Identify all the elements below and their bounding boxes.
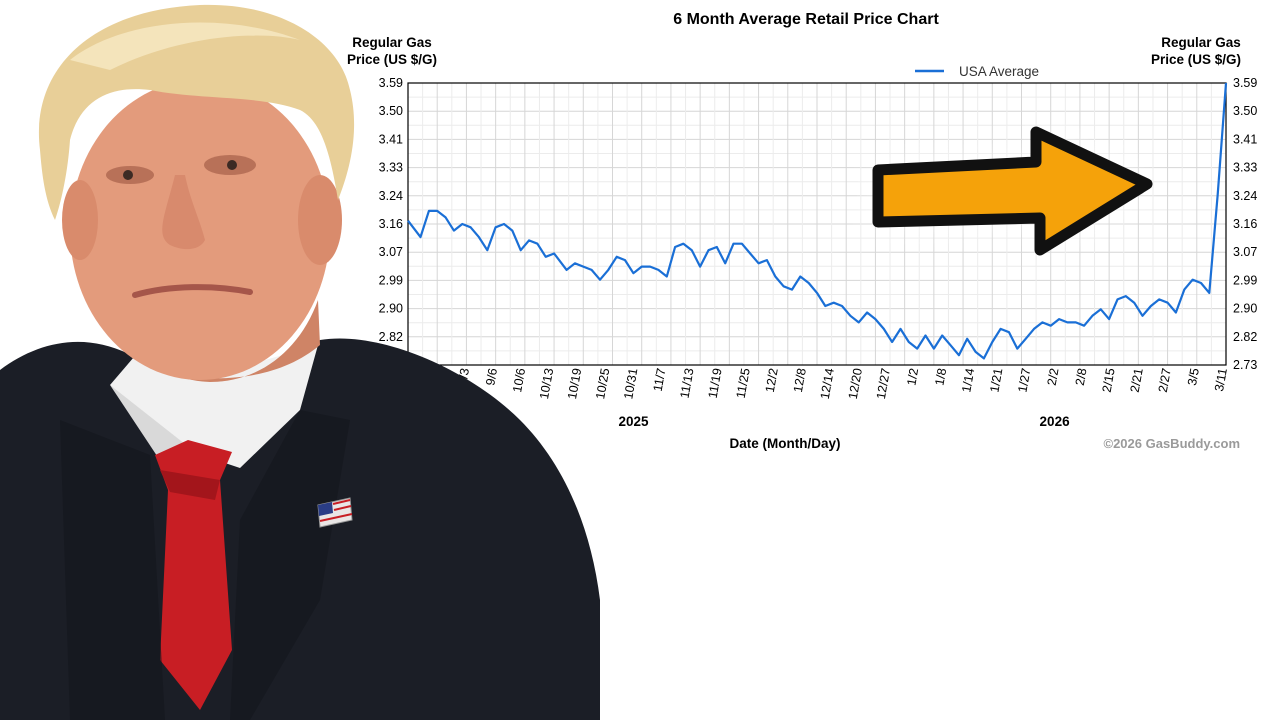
- y-tick-label-left: 3.16: [379, 217, 403, 231]
- y-tick-label-left: 3.07: [379, 245, 403, 259]
- x-tick-label: 10/31: [621, 367, 640, 400]
- x-tick-label: 1/2: [904, 367, 921, 387]
- y-axis-title-right-line2: Price (US $/G): [1151, 52, 1241, 67]
- x-tick-label: 3/11: [1212, 367, 1230, 393]
- y-tick-label-right: 3.16: [1233, 217, 1257, 231]
- x-tick-label: 11/19: [706, 367, 725, 399]
- y-tick-label-right: 3.07: [1233, 245, 1257, 259]
- x-tick-label: 12/20: [846, 367, 865, 400]
- series-layer: [407, 82, 1228, 360]
- y-tick-label-left: 2.82: [379, 330, 403, 344]
- chart-title: 6 Month Average Retail Price Chart: [673, 11, 939, 28]
- shirt: [110, 345, 318, 468]
- x-tick-label: 2/15: [1100, 367, 1118, 393]
- x-tick-label: 10/25: [593, 367, 612, 400]
- x-tick-label: 12/14: [818, 367, 837, 400]
- y-axis-title-left-line2: Price (US $/G): [347, 52, 437, 67]
- x-tick-label: 1/21: [987, 367, 1005, 393]
- credit-text: ©2026 GasBuddy.com: [1104, 436, 1241, 451]
- y-tick-label-right: 3.24: [1233, 189, 1257, 203]
- series-line-usa-average: [407, 82, 1228, 360]
- x-tick-label: 10/19: [565, 367, 584, 400]
- legend-label: USA Average: [959, 64, 1039, 79]
- year-labels: 2025 2026: [618, 414, 1070, 429]
- y-tick-label-right: 2.99: [1233, 273, 1257, 287]
- year-label: 2026: [1040, 414, 1071, 429]
- x-tick-label: 3/5: [1185, 367, 1202, 387]
- x-tick-label: 12/2: [763, 367, 781, 393]
- x-tick-label: 12/8: [791, 367, 809, 393]
- x-tick-label: 11/25: [734, 367, 753, 399]
- flag-pin-icon: [317, 497, 353, 528]
- y-tick-label-right: 3.59: [1233, 76, 1257, 90]
- y-tick-label-left: 3.24: [379, 189, 403, 203]
- red-tie: [155, 440, 232, 710]
- x-tick-label: 11/13: [678, 367, 697, 399]
- x-tick-label: 1/14: [959, 367, 977, 393]
- x-tick-label: 2/8: [1073, 367, 1090, 387]
- x-tick-label: 10/6: [510, 367, 528, 393]
- y-axis-title-left-line1: Regular Gas: [352, 35, 432, 50]
- x-tick-label: 1/27: [1015, 367, 1033, 393]
- person-photo: [0, 4, 600, 720]
- x-tick-label: 1/8: [932, 367, 949, 387]
- arrow-overlay: [872, 126, 1153, 256]
- y-tick-label-right: 2.82: [1233, 330, 1257, 344]
- y-tick-label-left: 2.90: [379, 302, 403, 316]
- y-tick-label-left: 3.41: [379, 132, 403, 146]
- x-tick-label: 10/13: [537, 367, 556, 400]
- plot-frame: [407, 82, 1227, 366]
- x-ticks: 8/289/39/610/610/1310/1910/2510/3111/711…: [426, 367, 1230, 400]
- chart-grid: [407, 82, 1227, 366]
- y-ticks-right: 3.59 3.50 3.41 3.33 3.24 3.16 3.07 2.99 2.90 2.82…: [1233, 76, 1257, 372]
- legend: USA Average: [915, 64, 1039, 79]
- x-axis-title: Date (Month/Day): [730, 436, 841, 451]
- x-tick-label: 2/21: [1128, 367, 1146, 393]
- x-tick-label: 9/6: [483, 367, 500, 387]
- x-tick-label: 2/2: [1045, 367, 1062, 387]
- y-tick-label-right: 2.90: [1233, 302, 1257, 316]
- right-arrow-icon: [872, 126, 1153, 256]
- y-tick-label-right: 2.73: [1233, 358, 1257, 372]
- y-axis-title-right-line1: Regular Gas: [1161, 35, 1241, 50]
- year-label: 2025: [618, 414, 649, 429]
- y-tick-label-left: 2.99: [379, 273, 403, 287]
- x-tick-label: 12/27: [874, 367, 893, 400]
- y-tick-label-left: 3.50: [379, 104, 403, 118]
- y-tick-label-right: 3.50: [1233, 104, 1257, 118]
- x-tick-label: 11/7: [651, 367, 669, 393]
- y-tick-label-right: 3.41: [1233, 132, 1257, 146]
- y-tick-label-right: 3.33: [1233, 161, 1257, 175]
- y-tick-label-left: 3.59: [379, 76, 403, 90]
- y-tick-label-left: 3.33: [379, 161, 403, 175]
- x-tick-label: 2/27: [1156, 367, 1174, 393]
